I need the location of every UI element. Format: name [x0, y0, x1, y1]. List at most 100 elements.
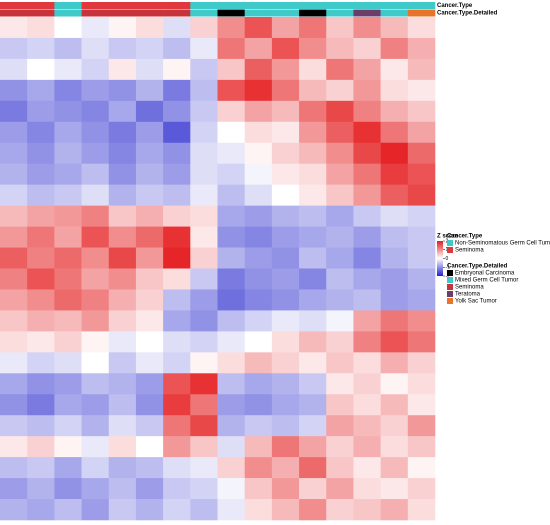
heatmap-cell — [217, 352, 245, 374]
heatmap-cell — [271, 121, 300, 144]
legend-label: Mixed Germ Cell Tumor — [455, 278, 518, 284]
heatmap-cell — [81, 394, 110, 416]
heatmap-cell — [190, 436, 218, 458]
heatmap-cell — [353, 37, 381, 60]
legend-title: Cancer.Type.Detailed — [447, 264, 508, 270]
heatmap-cell — [190, 394, 218, 416]
heatmap-cell — [271, 310, 300, 332]
heatmap-cell — [271, 100, 300, 123]
heatmap-cell — [27, 247, 55, 269]
heatmap-cell — [244, 373, 273, 395]
heatmap-cell — [163, 331, 191, 353]
color-tick-label: 0 — [446, 256, 449, 262]
legend-title: Z score — [437, 234, 459, 240]
heatmap-cell — [326, 37, 354, 60]
heatmap-cell — [407, 142, 436, 165]
heatmap-cell — [217, 499, 245, 521]
annotation-cell — [163, 9, 191, 17]
heatmap-cell — [135, 331, 164, 353]
heatmap-cell — [244, 100, 273, 123]
heatmap-cell — [108, 142, 137, 165]
heatmap-cell — [353, 79, 381, 102]
heatmap-cell — [81, 163, 110, 185]
heatmap-cell — [271, 142, 300, 165]
heatmap-cell — [190, 289, 218, 311]
heatmap-cell — [27, 499, 55, 521]
heatmap-cell — [163, 268, 191, 290]
heatmap-cell — [299, 205, 327, 227]
heatmap-cell — [299, 478, 327, 500]
heatmap-cell — [108, 373, 137, 395]
heatmap-cell — [135, 163, 164, 185]
heatmap-cell — [27, 373, 55, 395]
heatmap-cell — [27, 394, 55, 416]
heatmap-cell — [380, 499, 409, 521]
heatmap-cell — [271, 37, 300, 60]
heatmap-cell — [380, 310, 409, 332]
heatmap-cell — [163, 373, 191, 395]
heatmap-cell — [54, 394, 82, 416]
legend-label: Seminoma — [455, 248, 484, 254]
heatmap-cell — [353, 373, 381, 395]
annotation-cell — [190, 2, 218, 9]
heatmap-cell — [407, 499, 436, 521]
heatmap-cell — [326, 289, 354, 311]
heatmap-cell — [353, 268, 381, 290]
heatmap-cell — [326, 268, 354, 290]
heatmap-cell — [353, 436, 381, 458]
heatmap-cell — [326, 478, 354, 500]
heatmap-cell — [380, 121, 409, 144]
heatmap-cell — [81, 478, 110, 500]
heatmap-cell — [0, 373, 28, 395]
color-tick-label: -2 — [446, 273, 451, 279]
heatmap-cell — [299, 436, 327, 458]
heatmap-cell — [299, 268, 327, 290]
heatmap-cell — [0, 17, 28, 39]
heatmap-cell — [190, 121, 218, 144]
heatmap-cell — [108, 331, 137, 353]
heatmap-cell — [353, 415, 381, 437]
heatmap-cell — [108, 415, 137, 437]
heatmap-cell — [217, 457, 245, 479]
heatmap-cell — [163, 499, 191, 521]
heatmap-cell — [217, 394, 245, 416]
annotation-cell — [353, 2, 381, 9]
heatmap-cell — [244, 37, 273, 60]
heatmap-cell — [380, 478, 409, 500]
heatmap-cell — [27, 17, 55, 39]
heatmap-cell — [81, 352, 110, 374]
heatmap-cell — [353, 17, 381, 39]
heatmap-cell — [407, 58, 436, 81]
heatmap-cell — [271, 352, 300, 374]
legend-swatch — [447, 240, 453, 246]
heatmap-cell — [380, 352, 409, 374]
heatmap-cell — [108, 478, 137, 500]
heatmap-cell — [244, 415, 273, 437]
heatmap-cell — [190, 478, 218, 500]
heatmap-cell — [299, 331, 327, 353]
heatmap-cell — [353, 247, 381, 269]
heatmap-cell — [353, 394, 381, 416]
heatmap-cell — [27, 352, 55, 374]
heatmap-cell — [163, 17, 191, 39]
heatmap-cell — [54, 121, 82, 144]
annotation-cell — [353, 9, 381, 17]
heatmap-cell — [190, 373, 218, 395]
heatmap-cell — [54, 310, 82, 332]
heatmap-cell — [27, 205, 55, 227]
heatmap-cell — [27, 310, 55, 332]
heatmap-cell — [407, 415, 436, 437]
heatmap-cell — [407, 394, 436, 416]
heatmap-cell — [27, 100, 55, 123]
heatmap-cell — [407, 100, 436, 123]
heatmap-cell — [326, 58, 354, 81]
heatmap-cell — [108, 163, 137, 185]
heatmap-cell — [54, 58, 82, 81]
heatmap-cell — [54, 17, 82, 39]
heatmap-cell — [0, 331, 28, 353]
heatmap-cell — [81, 58, 110, 81]
annotation-cell — [135, 9, 164, 17]
heatmap-cell — [244, 205, 273, 227]
heatmap-cell — [190, 226, 218, 248]
heatmap-cell — [380, 17, 409, 39]
